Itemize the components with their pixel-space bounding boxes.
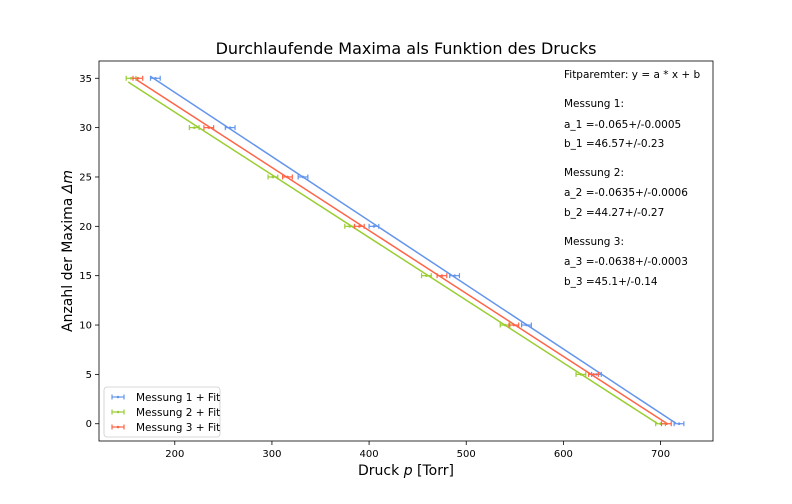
annotation-series-2-heading: Messung 2:	[564, 167, 624, 179]
data-point	[132, 75, 144, 81]
point-marker	[228, 126, 232, 129]
y-tick-label: 30	[79, 123, 92, 134]
y-axis-ticks: 0 5 10 15 20 25 30 35	[79, 74, 99, 430]
data-point	[368, 223, 380, 229]
annotation-series-1-slope: a_1 =-0.065+/-0.0005	[564, 119, 681, 131]
legend-frame	[103, 386, 221, 438]
x-tick-label: 700	[651, 449, 670, 460]
point-marker	[192, 126, 196, 129]
point-marker	[425, 274, 428, 277]
legend-label: Messung 3 + Fit	[136, 422, 220, 434]
data-point	[521, 322, 532, 328]
y-tick-label: 10	[79, 321, 92, 332]
legend-entry: Messung 2 + Fit	[111, 407, 220, 419]
chart-title: Durchlaufende Maxima als Funktion des Dr…	[216, 39, 597, 58]
data-point	[588, 371, 599, 377]
annotation-series-3-heading: Messung 3:	[564, 236, 624, 248]
axes-frame	[98, 60, 714, 442]
point-marker	[129, 76, 133, 80]
point-marker	[579, 373, 583, 376]
fit-lines	[127, 75, 677, 425]
x-axis-label-suffix: [Torr]	[413, 463, 454, 479]
x-tick-label: 400	[360, 449, 379, 460]
fit-line-series-2	[127, 81, 659, 425]
data-point	[149, 75, 161, 81]
point-marker	[592, 373, 595, 376]
data-point	[297, 174, 309, 180]
data-point	[575, 371, 587, 377]
x-tick-label: 200	[165, 449, 184, 460]
y-tick-label: 15	[79, 271, 92, 282]
data-points	[125, 75, 685, 427]
fit-line-series-3	[135, 78, 668, 425]
data-point	[224, 125, 236, 131]
point-marker	[348, 225, 351, 228]
data-point	[499, 322, 511, 328]
point-marker	[271, 175, 275, 179]
point-marker	[301, 175, 305, 179]
legend-label: Messung 2 + Fit	[136, 407, 220, 419]
y-tick-label: 25	[79, 172, 92, 183]
point-marker	[512, 323, 516, 327]
data-point	[203, 125, 215, 131]
data-point	[508, 322, 520, 328]
point-marker	[677, 422, 681, 426]
legend: Messung 1 + Fit Messung 2 + Fit Messung 3 …	[103, 386, 221, 438]
point-marker	[358, 225, 361, 228]
y-tick-label: 35	[79, 74, 92, 85]
y-axis-label-prefix: Anzahl der Maxima	[60, 193, 76, 332]
legend-swatch-marker	[116, 395, 120, 399]
point-marker	[154, 76, 157, 80]
legend-entry: Messung 1 + Fit	[111, 392, 220, 404]
data-point	[188, 125, 200, 131]
fit-parameter-annotations: Fitparemter: y = a * x + b Messung 1: a_…	[564, 69, 701, 288]
data-point	[436, 273, 448, 279]
data-point	[267, 174, 279, 180]
point-marker	[453, 274, 456, 277]
point-marker	[440, 274, 444, 277]
x-tick-label: 600	[554, 449, 573, 460]
y-axis-label: Anzahl der Maxima Δm	[60, 170, 76, 332]
x-axis-ticks: 200 300 400 500 600 700	[165, 441, 670, 460]
annotation-series-2-slope: a_2 =-0.0635+/-0.0006	[564, 187, 688, 199]
legend-label: Messung 1 + Fit	[136, 392, 220, 404]
data-point	[673, 421, 685, 427]
legend-swatch-marker	[116, 410, 120, 414]
fit-line-series-1	[150, 75, 677, 425]
x-tick-label: 500	[457, 449, 476, 460]
point-marker	[665, 422, 668, 426]
legend-entries: Messung 1 + Fit Messung 2 + Fit Messung 3 …	[111, 392, 220, 434]
point-marker	[503, 323, 507, 327]
x-tick-label: 300	[262, 449, 281, 460]
annotation-series-3-intercept: b_3 =45.1+/-0.14	[564, 276, 658, 288]
data-point	[353, 223, 365, 229]
y-tick-label: 5	[86, 370, 92, 381]
plot-area: 200 300 400 500 600 700 0 5 10 15 20 25 30 35	[79, 60, 714, 460]
x-axis-label-prefix: Druck	[358, 463, 404, 479]
data-point	[282, 174, 293, 180]
legend-swatch-marker	[116, 425, 120, 429]
point-marker	[207, 126, 211, 129]
point-marker	[136, 76, 140, 80]
annotation-fit-formula: Fitparemter: y = a * x + b	[564, 69, 701, 81]
legend-entry: Messung 3 + Fit	[111, 422, 220, 434]
annotation-series-1-heading: Messung 1:	[564, 98, 624, 110]
annotation-series-2-intercept: b_2 =44.27+/-0.27	[564, 207, 664, 219]
data-point	[660, 421, 672, 427]
data-point	[449, 273, 461, 279]
annotation-series-1-intercept: b_1 =46.57+/-0.23	[564, 138, 664, 150]
point-marker	[525, 323, 528, 327]
point-marker	[372, 225, 376, 228]
x-axis-label-variable: p	[403, 463, 413, 479]
data-point	[420, 273, 432, 279]
y-axis-label-variable: Δm	[60, 170, 76, 194]
y-tick-label: 0	[86, 419, 92, 430]
point-marker	[286, 175, 289, 179]
annotation-series-3-slope: a_3 =-0.0638+/-0.0003	[564, 256, 688, 268]
y-tick-label: 20	[79, 222, 92, 233]
x-axis-label: Druck p [Torr]	[358, 463, 454, 479]
